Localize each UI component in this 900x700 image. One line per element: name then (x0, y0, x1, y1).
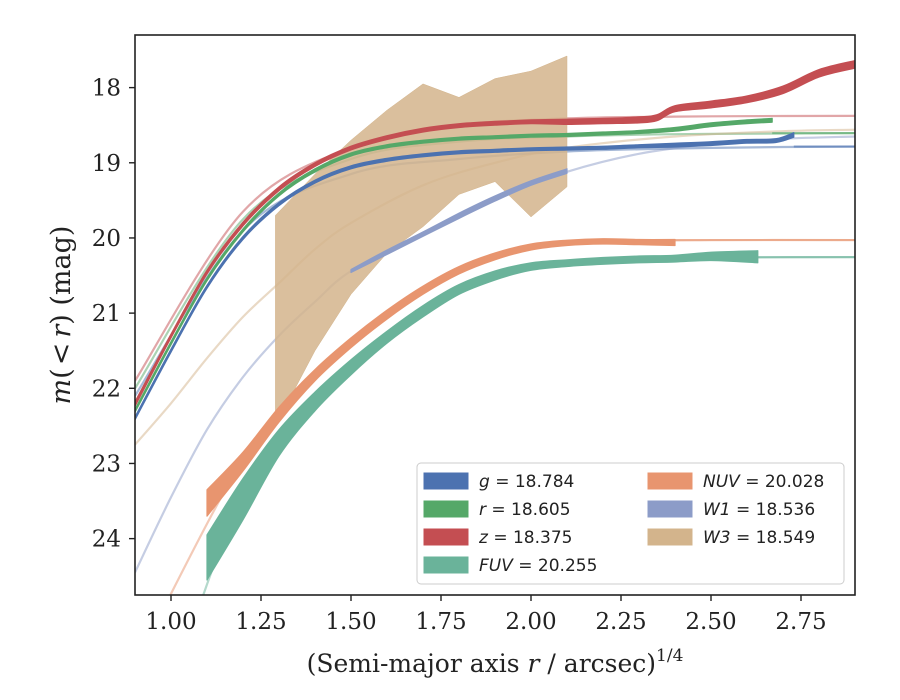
y-label-close: ) (46, 314, 77, 325)
y-label-unit: (mag) (46, 226, 77, 315)
x-axis-label: (Semi-major axis r / arcsec)1/4 (307, 646, 684, 678)
legend-var-w1: W1 (703, 500, 731, 520)
legend-var-z: z (478, 528, 489, 548)
y-tick-label: 18 (92, 76, 121, 102)
legend-label-w1: W1 = 18.536 (703, 500, 815, 520)
x-tick-label: 2.50 (685, 609, 736, 635)
x-label-var: r (528, 649, 542, 678)
data-bands (135, 55, 855, 581)
legend-label-w3: W3 = 18.549 (703, 528, 815, 548)
x-tick-label: 1.25 (235, 609, 286, 635)
x-label-sup: 1/4 (656, 646, 683, 666)
x-tick-label: 2.25 (595, 609, 646, 635)
legend-swatch-fuv (423, 556, 469, 574)
legend-swatch-w1 (647, 500, 693, 518)
y-label-m: m (46, 379, 77, 405)
y-axis: 18 19 20 21 22 23 24 (92, 76, 135, 553)
legend-var-r: r (479, 500, 487, 520)
band-fuv (206, 250, 759, 581)
legend-value-w3: = 18.549 (731, 528, 816, 548)
legend-var-fuv: FUV (479, 556, 514, 576)
legend-value-nuv: = 20.028 (740, 472, 825, 492)
band-z (135, 60, 855, 407)
y-axis-label: m( < r) (mag) (46, 226, 77, 405)
y-tick-label: 20 (92, 226, 121, 252)
legend-var-g: g (479, 472, 490, 492)
legend-swatch-nuv (647, 472, 693, 490)
asymptote-lines (675, 132, 855, 259)
legend-label-g: g = 18.784 (479, 472, 574, 492)
legend-swatch-w3 (647, 528, 693, 546)
legend-label-r: r = 18.605 (479, 500, 571, 520)
y-tick-label: 22 (92, 376, 121, 402)
legend-value-g: = 18.784 (490, 472, 575, 492)
y-label-r: r (46, 323, 77, 338)
legend-value-fuv: = 20.255 (513, 556, 598, 576)
plot-frame (134, 34, 856, 596)
x-tick-label: 1.50 (325, 609, 376, 635)
x-label-pre: (Semi-major axis (307, 649, 528, 678)
y-label-open: ( (46, 368, 77, 379)
legend-label-z: z = 18.375 (478, 528, 572, 548)
x-tick-label: 2.75 (775, 609, 826, 635)
band-nuv (206, 238, 676, 517)
legend-swatch-g (423, 472, 469, 490)
band-r (135, 117, 773, 413)
legend-swatch-r (423, 500, 469, 518)
legend-var-w3: W3 (703, 528, 731, 548)
legend-value-r: = 18.605 (486, 500, 571, 520)
legend-swatch-z (423, 528, 469, 546)
legend-value-w1: = 18.536 (731, 500, 816, 520)
y-label-lt: < (46, 343, 77, 366)
legend-value-z: = 18.375 (488, 528, 573, 548)
band-g (135, 132, 795, 421)
legend-var-nuv: NUV (703, 472, 741, 492)
x-label-post: / arcsec) (539, 649, 656, 678)
legend-label-fuv: FUV = 20.255 (479, 556, 597, 576)
legend-box (416, 462, 845, 585)
y-tick-label: 21 (92, 301, 121, 327)
x-axis: 1.00 1.25 1.50 1.75 2.00 2.25 2.50 2.75 (145, 595, 827, 635)
y-tick-label: 19 (92, 151, 121, 177)
band-w1 (350, 168, 568, 274)
y-tick-label: 23 (92, 451, 121, 477)
x-tick-label: 2.00 (505, 609, 556, 635)
x-tick-label: 1.75 (415, 609, 466, 635)
y-tick-label: 24 (92, 527, 121, 553)
x-tick-label: 1.00 (145, 609, 196, 635)
legend-label-nuv: NUV = 20.028 (703, 472, 824, 492)
